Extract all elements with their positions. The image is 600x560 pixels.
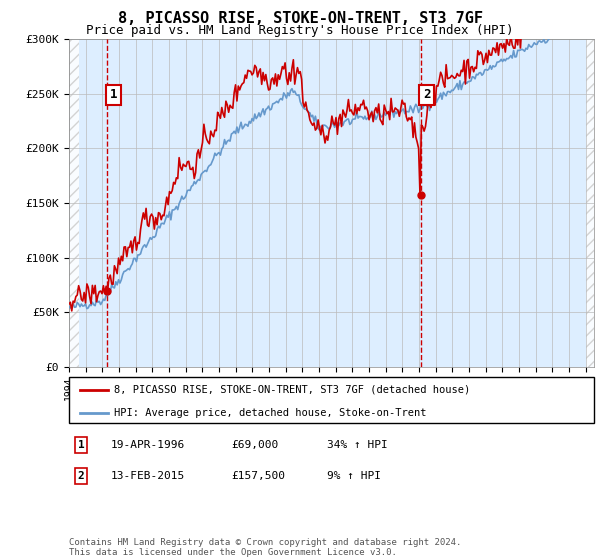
Text: 34% ↑ HPI: 34% ↑ HPI bbox=[327, 440, 388, 450]
Text: 13-FEB-2015: 13-FEB-2015 bbox=[111, 471, 185, 481]
Text: 19-APR-1996: 19-APR-1996 bbox=[111, 440, 185, 450]
Text: 2: 2 bbox=[423, 88, 431, 101]
Bar bbox=[69, 39, 79, 367]
Bar bbox=[586, 39, 594, 367]
Text: 8, PICASSO RISE, STOKE-ON-TRENT, ST3 7GF (detached house): 8, PICASSO RISE, STOKE-ON-TRENT, ST3 7GF… bbox=[113, 385, 470, 395]
Text: 9% ↑ HPI: 9% ↑ HPI bbox=[327, 471, 381, 481]
Text: 1: 1 bbox=[110, 88, 118, 101]
FancyBboxPatch shape bbox=[69, 377, 594, 423]
Text: Contains HM Land Registry data © Crown copyright and database right 2024.
This d: Contains HM Land Registry data © Crown c… bbox=[69, 538, 461, 557]
Text: £157,500: £157,500 bbox=[231, 471, 285, 481]
Text: £69,000: £69,000 bbox=[231, 440, 278, 450]
Text: HPI: Average price, detached house, Stoke-on-Trent: HPI: Average price, detached house, Stok… bbox=[113, 408, 426, 418]
Text: 1: 1 bbox=[77, 440, 85, 450]
Text: 8, PICASSO RISE, STOKE-ON-TRENT, ST3 7GF: 8, PICASSO RISE, STOKE-ON-TRENT, ST3 7GF bbox=[118, 11, 482, 26]
Text: 2: 2 bbox=[77, 471, 85, 481]
Text: Price paid vs. HM Land Registry's House Price Index (HPI): Price paid vs. HM Land Registry's House … bbox=[86, 24, 514, 36]
